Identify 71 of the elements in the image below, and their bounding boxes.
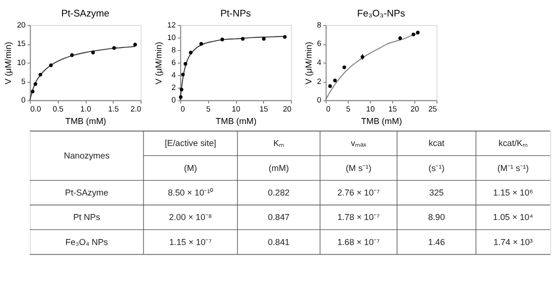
x-tick-label: 1.5 [108, 104, 119, 114]
y-tick-label: 15 [16, 39, 26, 48]
y-axis-title: V (μM/min) [303, 42, 314, 84]
chart-title: Pt-NPs [220, 8, 251, 20]
x-tick-label: 0.5 [52, 104, 64, 114]
y-tick-label: 4 [172, 70, 177, 80]
text: 1.74 × 10³ [493, 236, 533, 247]
x-tick-label: 15 [259, 104, 268, 114]
text: 0.847 [268, 212, 290, 222]
x-axis-title: TMB (mM) [216, 116, 257, 126]
y-tick-label: 8 [317, 20, 322, 30]
y-tick-label: 2 [172, 83, 176, 92]
text: (M⁻¹ s⁻¹) [497, 162, 529, 173]
text: 1.78 × 10⁻⁷ [337, 212, 380, 222]
x-tick-label: 5 [346, 104, 350, 114]
y-tick-label: 6 [317, 39, 322, 48]
text: 8.90 [428, 212, 446, 222]
x-tick-label: 0.0 [30, 104, 42, 114]
text: 1.68 × 10⁻⁷ [337, 236, 380, 247]
y-tick-label: 0 [21, 96, 26, 105]
text: 1.15 × 10⁻⁷ [169, 236, 212, 247]
x-tick-label: 2.0 [130, 104, 142, 114]
y-tick-label: 10 [167, 32, 176, 42]
y-tick-label: 0 [172, 96, 176, 105]
text: 0.282 [268, 188, 290, 198]
y-tick-label: 12 [167, 20, 176, 30]
chart-title: Pt-SAzyme [61, 8, 110, 20]
text: kcat [428, 138, 446, 148]
x-tick-label: 0 [326, 104, 330, 114]
text: 8.50 × 10⁻¹⁰ [168, 188, 214, 198]
x-tick-label: 1.0 [80, 104, 92, 114]
y-tick-label: 10 [16, 58, 26, 68]
x-tick-label: 20 [410, 104, 420, 114]
x-tick-label: 25 [428, 104, 437, 114]
x-tick-label: 10 [232, 104, 240, 114]
y-tick-label: 8 [172, 45, 176, 54]
text: (mM) [268, 162, 289, 173]
y-tick-label: 0 [317, 96, 322, 105]
x-tick-label: 10 [366, 104, 375, 114]
x-tick-label: 15 [388, 104, 397, 114]
y-axis-title: V (μM/min) [3, 42, 14, 84]
x-tick-label: 5 [206, 104, 210, 114]
text: (M) [184, 162, 198, 173]
text: (M s⁻¹) [346, 162, 372, 173]
x-tick-label: 20 [282, 104, 292, 114]
text: 2.00 × 10⁻⁸ [168, 212, 212, 222]
text: 1.46 [428, 236, 446, 247]
text: kcat/Kₘ [498, 138, 528, 148]
text: Nanozymes [64, 150, 110, 161]
text: Fe₃O₄ NPs [65, 236, 109, 247]
y-tick-label: 20 [16, 20, 26, 30]
x-axis-title: TMB (mM) [361, 116, 402, 126]
x-axis-title: TMB (mM) [65, 116, 106, 126]
text: [E/active site] [164, 138, 216, 148]
text: vₘₐₓ [350, 138, 366, 148]
text: Pt NPs [73, 212, 101, 222]
chart-title: Fe₃O₃-NPs [357, 8, 406, 20]
text: 0.841 [268, 236, 290, 247]
text: (s⁻¹) [428, 162, 445, 173]
y-tick-label: 5 [21, 76, 26, 86]
text: Pt-SAzyme [65, 188, 109, 198]
text: 1.05 × 10⁴ [493, 212, 534, 222]
y-tick-label: 2 [317, 76, 322, 86]
y-tick-label: 6 [172, 58, 176, 68]
y-tick-label: 4 [317, 58, 322, 68]
text: 1.15 × 10⁶ [493, 188, 534, 198]
x-tick-label: 0 [180, 104, 185, 114]
text: 2.76 × 10⁻⁷ [337, 188, 380, 198]
text: Kₘ [273, 138, 284, 148]
text: 325 [429, 188, 444, 198]
y-axis-title: V (μM/min) [153, 42, 164, 84]
